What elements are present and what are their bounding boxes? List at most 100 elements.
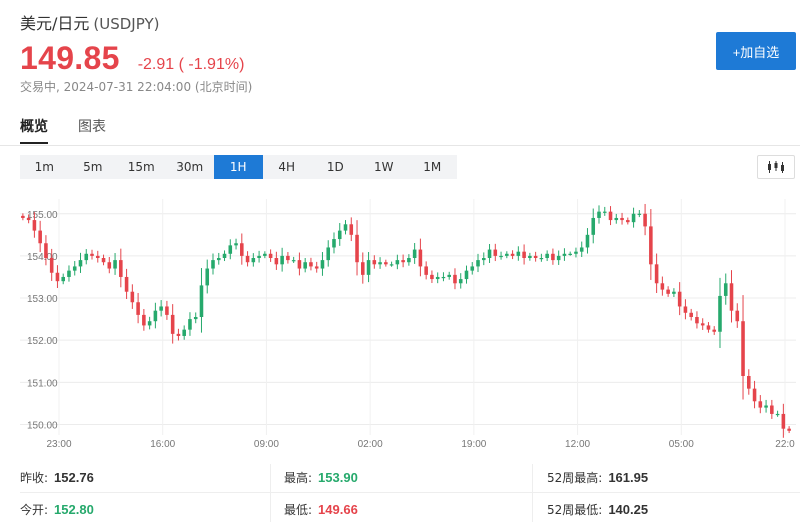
- candle-body: [579, 247, 584, 252]
- candle-body: [654, 264, 659, 284]
- tabs-divider: [0, 145, 800, 146]
- candle-body: [234, 243, 238, 246]
- candle-body: [718, 295, 722, 332]
- candle-body: [199, 285, 204, 317]
- candle-body: [355, 234, 359, 263]
- candle-body: [309, 262, 313, 267]
- x-tick-label: 12:00: [565, 439, 590, 450]
- candle-body: [147, 321, 152, 326]
- candle-body: [614, 217, 619, 221]
- candle-body: [124, 276, 129, 292]
- candle-body: [706, 325, 711, 330]
- stat-52w-high: 52周最高: 161.95: [547, 462, 648, 492]
- candle-body: [38, 230, 42, 244]
- candle-body: [412, 249, 417, 258]
- candle-body: [631, 213, 636, 223]
- candle-body: [61, 276, 65, 282]
- instrument-name: 美元/日元: [20, 14, 90, 33]
- period-1w[interactable]: 1W: [374, 160, 394, 174]
- candle-body: [735, 310, 740, 322]
- y-tick-label: 154.00: [27, 252, 58, 263]
- candle-body: [372, 260, 377, 265]
- stat-label: 最高:: [284, 470, 313, 485]
- tab-overview[interactable]: 概览: [20, 119, 48, 135]
- candle-body: [95, 255, 100, 258]
- candle-body: [758, 401, 763, 408]
- candle-body: [26, 217, 31, 221]
- candle-body: [499, 255, 503, 258]
- stat-prev-close: 昨收: 152.76: [20, 462, 94, 492]
- candle-body: [424, 266, 428, 275]
- stats-row: 今开: 152.80 最低: 149.66 52周最低: 140.25: [0, 494, 800, 524]
- candle-body: [608, 211, 613, 221]
- candle-body: [637, 213, 642, 215]
- candle-body: [176, 333, 181, 336]
- candle-body: [545, 253, 549, 258]
- candle-body: [620, 217, 624, 221]
- candle-body: [257, 255, 261, 258]
- candle-body: [574, 251, 578, 254]
- stat-high: 最高: 153.90: [284, 462, 358, 492]
- candle-body: [182, 329, 186, 336]
- x-tick-label: 23:00: [46, 439, 71, 450]
- candle-body: [568, 253, 572, 255]
- candle-body: [72, 266, 77, 271]
- stat-low: 最低: 149.66: [284, 494, 358, 524]
- period-1h[interactable]: 1H: [214, 155, 263, 179]
- candle-body: [67, 270, 71, 277]
- candle-body: [401, 260, 405, 263]
- stat-value: 140.25: [608, 501, 649, 517]
- add-watchlist-button[interactable]: +加自选: [716, 32, 796, 70]
- candle-body: [297, 260, 302, 269]
- candle-body: [384, 262, 388, 265]
- stat-label: 今开:: [20, 502, 49, 517]
- chart-type-button[interactable]: [757, 155, 795, 179]
- candle-body: [159, 306, 163, 311]
- candle-body: [55, 272, 60, 282]
- candle-body: [280, 255, 284, 265]
- period-4h[interactable]: 4H: [278, 160, 296, 174]
- period-15m[interactable]: 15m: [127, 160, 155, 174]
- candle-body: [556, 255, 561, 261]
- candle-body: [602, 211, 607, 213]
- x-tick-label: 09:00: [254, 439, 279, 450]
- candle-body: [165, 306, 169, 315]
- last-price: 149.85: [20, 40, 120, 76]
- candle-body: [245, 255, 250, 263]
- candle-body: [337, 230, 342, 240]
- tab-chart[interactable]: 图表: [78, 119, 106, 135]
- y-tick-label: 152.00: [27, 336, 58, 347]
- candle-body: [211, 260, 215, 269]
- candle-body: [666, 289, 670, 294]
- stats-column-divider: [532, 464, 533, 522]
- stats-row: 昨收: 152.76 最高: 153.90 52周最高: 161.95: [0, 462, 800, 493]
- candle-body: [366, 260, 371, 275]
- candle-body: [585, 234, 590, 248]
- candle-body: [251, 258, 256, 263]
- candle-body: [286, 255, 290, 261]
- candle-body: [142, 314, 146, 326]
- candle-body: [539, 258, 544, 260]
- price-row: 149.85 -2.91 ( -1.91%): [20, 40, 244, 76]
- candle-body: [130, 291, 135, 303]
- period-5m[interactable]: 5m: [83, 160, 103, 174]
- candle-body: [193, 317, 198, 320]
- candle-body: [320, 260, 325, 269]
- candle-body: [170, 314, 175, 334]
- candle-body: [205, 268, 210, 286]
- candle-body: [458, 279, 463, 284]
- candle-body: [119, 260, 123, 277]
- period-1d[interactable]: 1D: [326, 160, 344, 174]
- view-tabs: 概览 图表: [20, 116, 136, 142]
- price-chart[interactable]: 155.00 154.00 153.00 152.00 151.00 150.00 23:0…: [0, 195, 800, 455]
- stat-label: 最低:: [284, 502, 313, 517]
- candle-body: [464, 270, 469, 280]
- period-1m[interactable]: 1m: [34, 160, 54, 174]
- candle-body: [216, 258, 221, 261]
- period-30m[interactable]: 30m: [176, 160, 204, 174]
- stat-52w-low: 52周最低: 140.25: [547, 494, 648, 524]
- stat-value: 161.95: [608, 469, 649, 485]
- candle-body: [407, 258, 411, 263]
- period-1mo[interactable]: 1M: [423, 160, 442, 174]
- candle-body: [775, 413, 780, 416]
